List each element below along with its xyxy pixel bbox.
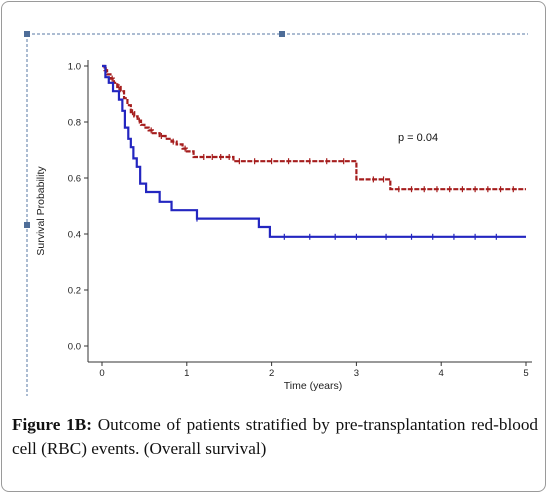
selection-handle-top-middle[interactable] (279, 31, 285, 37)
y-tick-label: 1.0 (68, 62, 81, 73)
survival-curve-1 (102, 64, 526, 191)
selection-handle-top-left[interactable] (24, 31, 30, 37)
y-tick-label: 0.2 (68, 286, 81, 297)
caption-label: Figure 1B: (12, 415, 92, 434)
y-tick-label: 0.4 (68, 230, 81, 241)
y-ticks: 0.0 0.2 0.4 0.6 0.8 1.0 (68, 62, 88, 353)
x-tick-label: 5 (523, 368, 528, 379)
x-tick-label: 4 (439, 368, 444, 379)
series-layer (102, 64, 526, 240)
y-tick-label: 0.6 (68, 174, 81, 185)
y-axis-label: Survival Probability (35, 166, 47, 256)
x-tick-label: 2 (269, 368, 274, 379)
survival-chart: 0.0 0.2 0.4 0.6 0.8 1.0 0 1 2 3 4 5 Survival Proba… (24, 31, 532, 396)
x-ticks: 0 1 2 3 4 5 (99, 362, 529, 379)
x-tick-label: 1 (184, 368, 189, 379)
figure-caption: Figure 1B: Outcome of patients stratifie… (12, 413, 538, 461)
caption-text: Outcome of patients stratified by pre-tr… (12, 415, 539, 458)
x-axis-label: Time (years) (284, 380, 343, 392)
x-tick-label: 0 (99, 368, 104, 379)
selection-handle-middle-left[interactable] (24, 222, 30, 228)
selection-box (24, 31, 528, 396)
axes (87, 60, 532, 363)
y-tick-label: 0.8 (68, 118, 81, 129)
y-tick-label: 0.0 (68, 342, 81, 353)
survival-curve-2 (102, 64, 526, 238)
p-value-annotation: p = 0.04 (398, 132, 438, 144)
x-tick-label: 3 (354, 368, 359, 379)
